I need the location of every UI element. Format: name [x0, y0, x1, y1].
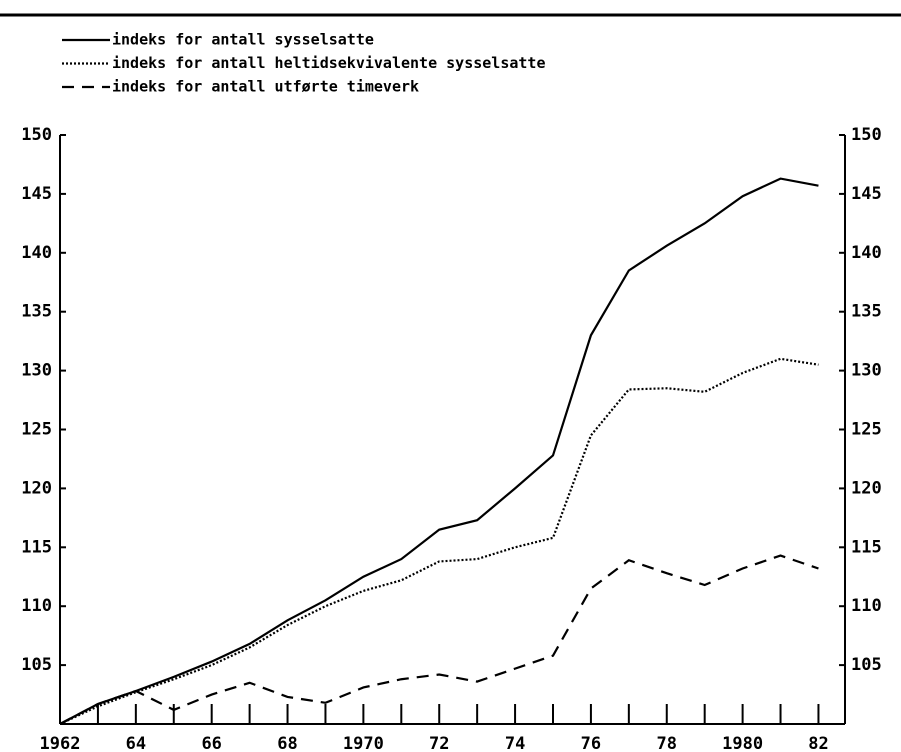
series-line	[59, 357, 819, 725]
y2-tick-label: 130	[851, 361, 882, 381]
y-tick-label: 125	[21, 420, 52, 440]
x-tick-label: 72	[429, 734, 449, 752]
y-tick-label: 135	[21, 302, 52, 322]
legend-label: indeks for antall utførte timeverk	[112, 78, 419, 96]
y-tick-label: 140	[21, 243, 52, 263]
x-tick-label: 68	[277, 734, 297, 752]
y2-tick-label: 105	[851, 655, 882, 675]
y-tick-label: 120	[21, 478, 52, 498]
x-tick-label: 64	[126, 734, 146, 752]
y2-tick-label: 115	[851, 537, 882, 557]
legend-label: indeks for antall heltidsekvivalente sys…	[112, 54, 545, 72]
series-line	[59, 554, 819, 725]
y-tick-label: 105	[21, 655, 52, 675]
y-tick-label: 145	[21, 184, 52, 204]
y2-tick-label: 135	[851, 302, 882, 322]
y-tick-label: 110	[21, 596, 52, 616]
x-tick-label: 1970	[343, 734, 384, 752]
legend-label: indeks for antall sysselsatte	[112, 31, 374, 49]
series-line	[59, 177, 819, 725]
y2-tick-label: 120	[851, 478, 882, 498]
x-tick-label: 74	[505, 734, 525, 752]
x-tick-label: 82	[808, 734, 828, 752]
x-tick-label: 1962	[40, 734, 81, 752]
y-tick-label: 130	[21, 361, 52, 381]
y2-tick-label: 125	[851, 420, 882, 440]
x-tick-label: 1980	[722, 734, 763, 752]
y2-tick-label: 150	[851, 125, 882, 145]
y2-tick-label: 145	[851, 184, 882, 204]
y2-tick-label: 140	[851, 243, 882, 263]
x-tick-label: 76	[581, 734, 601, 752]
x-tick-label: 78	[657, 734, 677, 752]
y2-tick-label: 110	[851, 596, 882, 616]
x-tick-label: 66	[201, 734, 221, 752]
y-tick-label: 115	[21, 537, 52, 557]
y-tick-label: 150	[21, 125, 52, 145]
